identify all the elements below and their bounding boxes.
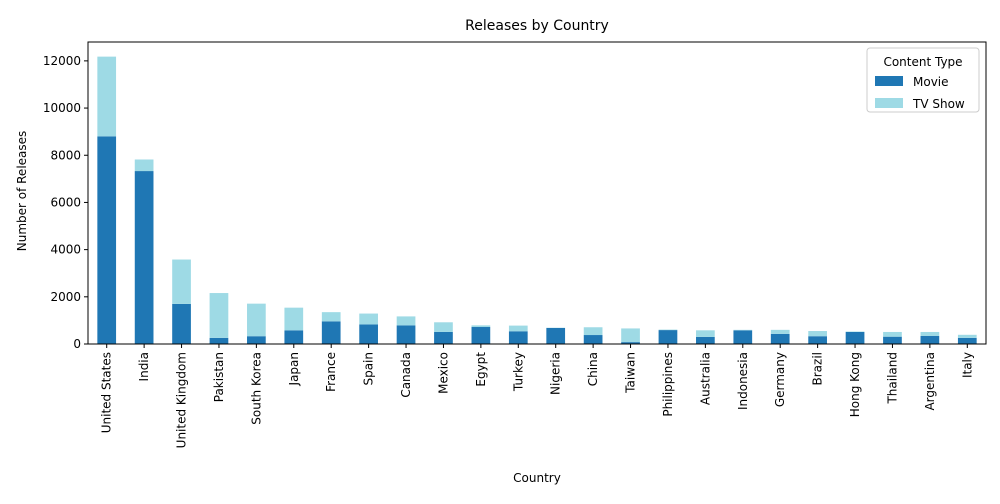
y-tick-label: 2000	[50, 290, 81, 304]
x-tick-label: United Kingdom	[175, 352, 189, 448]
bar-movie-argentina	[921, 336, 940, 344]
bar-tv-show-united-kingdom	[172, 260, 191, 304]
x-tick-label: Mexico	[436, 352, 450, 394]
bar-tv-show-argentina	[921, 332, 940, 336]
legend-label-tv-show: TV Show	[912, 97, 965, 111]
bars-layer	[97, 57, 976, 344]
x-tick-label: France	[324, 352, 338, 392]
bar-movie-nigeria	[546, 328, 565, 344]
legend-title: Content Type	[883, 55, 962, 69]
bar-movie-thailand	[883, 337, 902, 344]
bar-tv-show-egypt	[472, 325, 491, 327]
x-tick-label: Brazil	[811, 352, 825, 386]
bar-movie-philippines	[659, 330, 678, 344]
bar-tv-show-pakistan	[210, 293, 229, 338]
bar-tv-show-australia	[696, 330, 715, 337]
x-tick-label: Taiwan	[624, 352, 638, 394]
y-tick-label: 0	[73, 337, 81, 351]
x-tick-label: China	[586, 352, 600, 386]
y-tick-label: 8000	[50, 148, 81, 162]
x-tick-label: Argentina	[923, 352, 937, 411]
bar-tv-show-france	[322, 312, 341, 321]
x-tick-label: Thailand	[885, 352, 899, 405]
x-tick-label: Egypt	[474, 352, 488, 387]
x-tick-label: Nigeria	[549, 352, 563, 395]
bar-tv-show-italy	[958, 335, 977, 338]
bar-tv-show-japan	[284, 308, 303, 331]
bar-tv-show-canada	[397, 316, 416, 325]
x-tick-label: India	[137, 352, 151, 381]
bar-tv-show-united-states	[97, 57, 116, 137]
legend-swatch-tv-show	[875, 98, 903, 108]
bar-tv-show-china	[584, 327, 603, 335]
x-tick-label: Pakistan	[212, 352, 226, 402]
x-axis-title: Country	[513, 471, 561, 485]
bar-tv-show-germany	[771, 330, 790, 334]
x-tick-label: Spain	[362, 352, 376, 386]
chart-title: Releases by Country	[465, 18, 609, 34]
bar-movie-indonesia	[733, 330, 752, 344]
bar-movie-germany	[771, 334, 790, 344]
legend-label-movie: Movie	[913, 75, 949, 89]
bar-movie-south-korea	[247, 336, 266, 344]
bar-movie-australia	[696, 337, 715, 344]
bar-movie-pakistan	[210, 338, 229, 344]
bar-movie-egypt	[472, 327, 491, 344]
x-tick-label: Hong Kong	[848, 352, 862, 417]
bar-movie-turkey	[509, 331, 528, 344]
bar-tv-show-spain	[359, 314, 378, 325]
bar-movie-spain	[359, 324, 378, 344]
y-tick-label: 6000	[50, 195, 81, 209]
legend-swatch-movie	[875, 76, 903, 86]
legend: Content Type Movie TV Show	[867, 48, 979, 112]
bar-movie-canada	[397, 325, 416, 344]
x-tick-label: Australia	[698, 352, 712, 405]
x-tick-label: Turkey	[511, 352, 525, 392]
bar-movie-united-kingdom	[172, 304, 191, 344]
axes-layer: 0 2000 4000 6000 8000 10000 12000 United States…	[43, 42, 986, 448]
x-tick-label: United States	[100, 352, 114, 433]
x-tick-label: Italy	[960, 352, 974, 378]
bar-movie-india	[135, 171, 154, 344]
bar-tv-show-turkey	[509, 326, 528, 332]
bar-tv-show-mexico	[434, 322, 453, 332]
bar-movie-japan	[284, 330, 303, 344]
bar-movie-hong-kong	[846, 332, 865, 344]
bar-tv-show-thailand	[883, 332, 902, 337]
bar-movie-brazil	[808, 336, 827, 344]
y-tick-label: 12000	[43, 54, 81, 68]
bar-tv-show-taiwan	[621, 328, 640, 342]
bar-tv-show-brazil	[808, 331, 827, 336]
y-tick-label: 10000	[43, 101, 81, 115]
bar-movie-france	[322, 321, 341, 344]
y-tick-label: 4000	[50, 243, 81, 257]
y-axis-title: Number of Releases	[15, 131, 29, 252]
bar-movie-mexico	[434, 332, 453, 344]
bar-tv-show-south-korea	[247, 304, 266, 337]
bar-movie-china	[584, 335, 603, 344]
x-tick-label: Indonesia	[736, 352, 750, 410]
bar-movie-united-states	[97, 136, 116, 344]
bar-tv-show-india	[135, 160, 154, 172]
x-tick-label: Canada	[399, 352, 413, 398]
x-tick-label: Japan	[287, 352, 301, 386]
x-tick-label: Philippines	[661, 352, 675, 417]
bar-movie-italy	[958, 338, 977, 344]
x-tick-label: South Korea	[249, 352, 263, 425]
x-tick-label: Germany	[773, 352, 787, 407]
